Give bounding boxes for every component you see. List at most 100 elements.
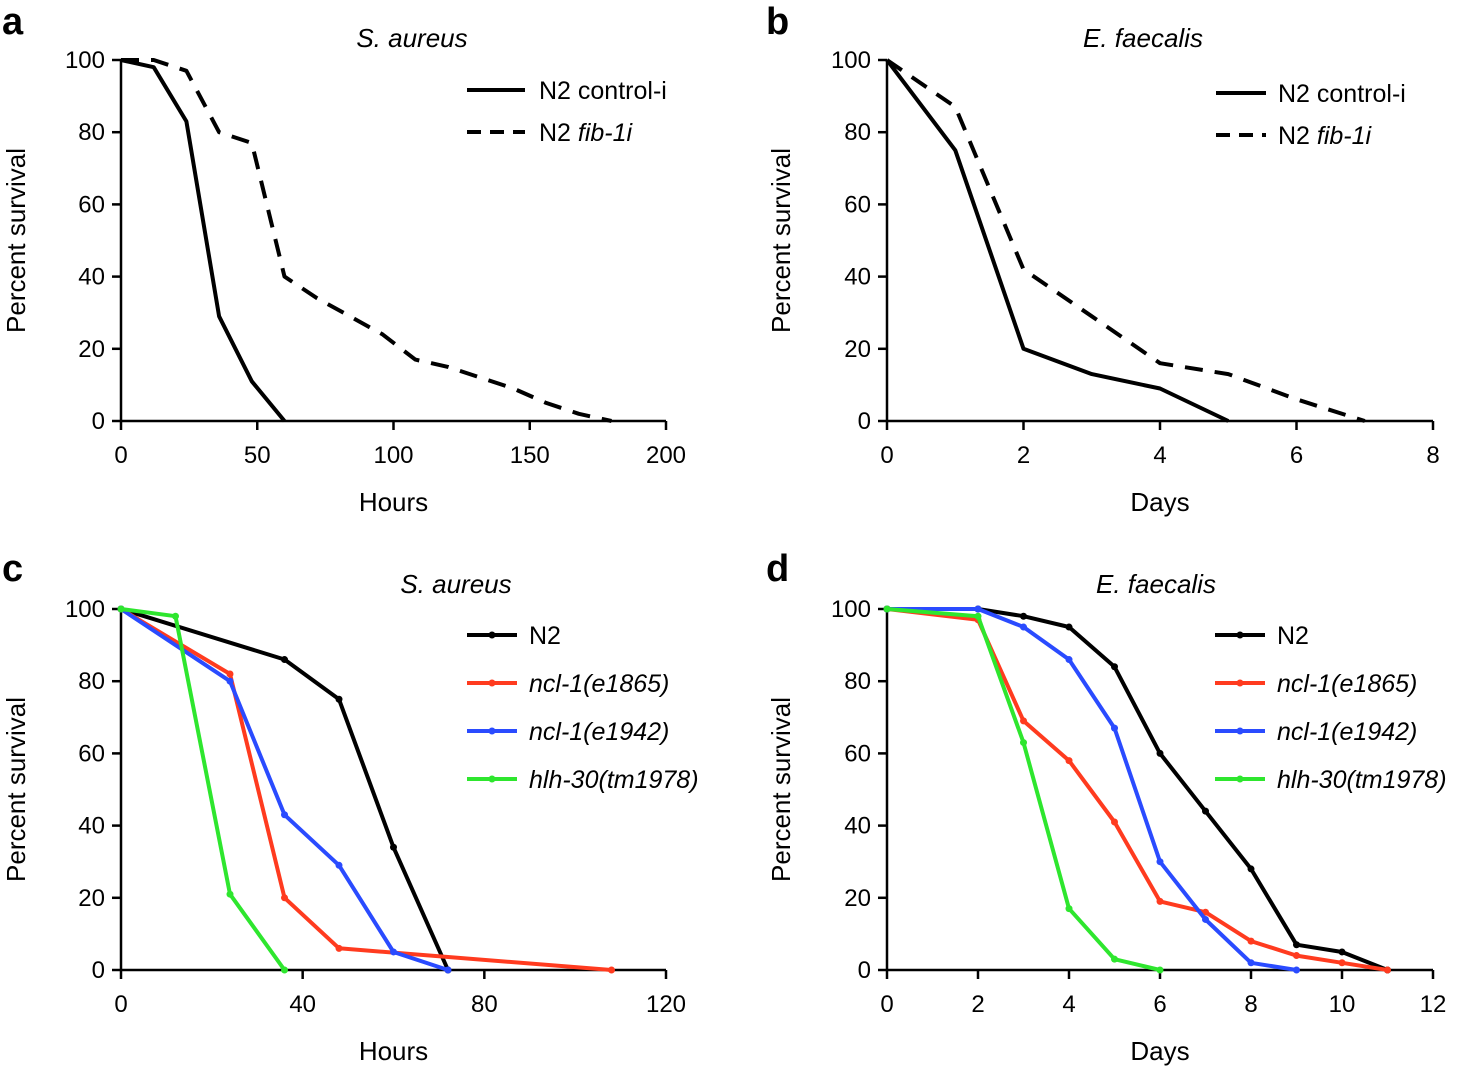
- x-axis-label: Hours: [359, 487, 428, 517]
- y-tick-label: 80: [78, 119, 105, 146]
- y-tick-label: 20: [78, 885, 105, 912]
- legend-label: N2 fib-1i: [1278, 122, 1373, 150]
- y-tick-label: 100: [831, 47, 871, 74]
- x-tick-label: 8: [1426, 442, 1439, 469]
- legend-label: ncl-1(e1942): [1277, 718, 1417, 746]
- data-point: [281, 656, 288, 664]
- panel-letter: d: [766, 548, 789, 590]
- data-point: [226, 890, 234, 898]
- panel-letter: b: [766, 1, 789, 43]
- data-point: [974, 605, 982, 613]
- y-tick-label: 40: [78, 264, 105, 291]
- y-tick-label: 80: [844, 119, 871, 146]
- legend-marker: [1236, 775, 1244, 783]
- y-axis-label: Percent survival: [766, 697, 796, 882]
- data-point: [1384, 966, 1391, 974]
- legend-label-italic: ncl-1(e1942): [529, 718, 669, 746]
- legend-label-italic: ncl-1(e1865): [529, 670, 669, 698]
- y-tick-label: 0: [92, 957, 105, 984]
- data-point: [608, 966, 615, 974]
- x-tick-label: 6: [1290, 442, 1303, 469]
- panel-b: b E. faecalis 0 20 40 60 80 100 0 2 4 6 8 Days Percent…: [766, 1, 1440, 517]
- data-point: [1247, 959, 1255, 967]
- data-point: [1247, 865, 1255, 873]
- legend-label-italic: hlh-30(tm1978): [529, 766, 699, 794]
- x-tick-label: 120: [646, 991, 686, 1018]
- y-tick-label: 100: [831, 596, 871, 623]
- legend-label: hlh-30(tm1978): [529, 766, 699, 794]
- legend-marker: [1236, 727, 1244, 735]
- data-point: [444, 966, 452, 974]
- y-tick-label: 40: [844, 813, 871, 840]
- y-tick-label: 100: [65, 47, 105, 74]
- legend-label-plain: N2 control-i: [1278, 80, 1406, 108]
- legend-marker: [1236, 631, 1244, 639]
- data-point: [1065, 757, 1073, 765]
- x-tick-label: 0: [880, 991, 893, 1018]
- x-tick-label: 0: [880, 442, 893, 469]
- series-line-n2-control-i: [120, 58, 287, 423]
- data-point: [1156, 749, 1164, 757]
- x-axis-label: Hours: [359, 1036, 428, 1066]
- legend-marker: [488, 775, 496, 783]
- x-tick-label: 8: [1244, 991, 1257, 1018]
- data-point: [335, 944, 343, 952]
- x-tick-label: 100: [373, 442, 413, 469]
- x-tick-label: 4: [1153, 442, 1166, 469]
- x-tick-label: 4: [1062, 991, 1075, 1018]
- legend-label-italic: ncl-1(e1865): [1277, 670, 1417, 698]
- panel-letter: a: [2, 1, 24, 43]
- data-point: [1020, 717, 1027, 725]
- y-tick-label: 20: [78, 336, 105, 363]
- data-point: [1065, 905, 1073, 913]
- legend-marker: [488, 631, 496, 639]
- series-line-n2: [120, 607, 450, 971]
- chart-title: S. aureus: [400, 569, 511, 599]
- data-point: [1202, 807, 1209, 815]
- data-point: [172, 612, 179, 620]
- x-tick-label: 80: [471, 991, 498, 1018]
- y-tick-label: 0: [858, 408, 871, 435]
- data-point: [1111, 724, 1118, 732]
- legend-marker: [1236, 679, 1244, 687]
- legend-label: N2 control-i: [539, 77, 667, 105]
- data-point: [883, 605, 891, 613]
- panel-letter: c: [2, 548, 23, 590]
- data-point: [1111, 818, 1118, 826]
- chart-title: S. aureus: [356, 23, 467, 53]
- y-tick-label: 0: [858, 957, 871, 984]
- x-tick-label: 50: [244, 442, 271, 469]
- legend-label-italic: fib-1i: [578, 119, 634, 147]
- series-line-ncl-1-e1942-: [119, 607, 449, 972]
- panel-c: c S. aureus 0 20 40 60 80 100 0 40 80 120 Hours Perce…: [1, 548, 699, 1066]
- data-point: [1065, 656, 1073, 664]
- legend-label-plain: N2: [529, 622, 561, 650]
- data-point: [1293, 966, 1300, 974]
- y-axis-label: Percent survival: [1, 148, 31, 333]
- data-point: [1338, 959, 1346, 967]
- legend-marker: [488, 679, 496, 687]
- x-tick-label: 40: [289, 991, 316, 1018]
- x-tick-label: 6: [1153, 991, 1166, 1018]
- y-tick-label: 60: [78, 740, 105, 767]
- data-point: [1202, 908, 1209, 916]
- data-point: [1111, 663, 1118, 671]
- legend-label-italic: hlh-30(tm1978): [1277, 766, 1447, 794]
- legend-label: N2 control-i: [1278, 80, 1406, 108]
- series-line-hlh-30-tm1978-: [886, 607, 1161, 972]
- data-point: [281, 894, 288, 902]
- data-point: [226, 677, 234, 685]
- y-tick-label: 20: [844, 336, 871, 363]
- y-tick-label: 60: [78, 191, 105, 218]
- data-point: [390, 948, 397, 956]
- data-point: [335, 861, 343, 869]
- data-point: [974, 612, 982, 620]
- panel-d: d E. faecalis 0 20 40 60 80 100 0 2 4 6 8 10 12 Days Per…: [766, 548, 1447, 1066]
- legend-label-plain: N2: [1277, 622, 1309, 650]
- data-point: [1338, 948, 1346, 956]
- legend-label: N2: [1277, 622, 1309, 650]
- data-point: [1156, 966, 1164, 974]
- data-point: [1293, 952, 1300, 960]
- legend-label-italic: fib-1i: [1317, 122, 1373, 150]
- data-point: [1020, 623, 1027, 631]
